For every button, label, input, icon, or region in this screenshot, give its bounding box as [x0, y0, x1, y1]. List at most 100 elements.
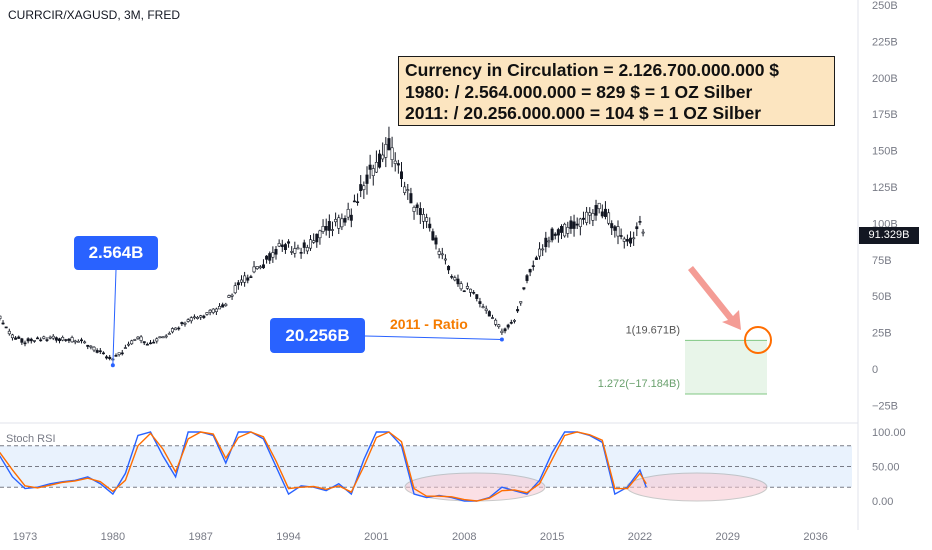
candle-body	[133, 339, 137, 341]
candle-body	[393, 160, 397, 164]
price-tick-label: 75B	[872, 255, 892, 267]
candle-body	[534, 257, 538, 260]
callout-2011-low[interactable]: 20.256B	[270, 318, 365, 353]
candle-body	[230, 294, 234, 297]
candle-body	[305, 247, 309, 252]
candle-body	[494, 319, 498, 325]
candle-body	[299, 252, 303, 254]
candle-body	[553, 233, 557, 236]
candle-body	[14, 337, 18, 340]
candle-body	[265, 255, 269, 260]
candle-body	[261, 264, 265, 269]
stoch-tick-label: 50.00	[872, 462, 900, 474]
stoch-tick-label: 0.00	[872, 496, 893, 508]
candle-body	[447, 265, 451, 271]
candle-body	[158, 336, 162, 338]
candle-body	[450, 276, 454, 278]
time-tick-label: 1987	[188, 531, 212, 543]
candle-body	[186, 319, 190, 322]
candle-body	[177, 327, 181, 330]
annotation-note: Currency in Circulation = 2.126.700.000.…	[398, 56, 835, 126]
candle-body	[290, 251, 294, 253]
stoch-d-line	[0, 431, 647, 502]
candle-body	[142, 341, 146, 344]
candle-body	[453, 277, 457, 281]
price-tick-label: 150B	[872, 146, 898, 158]
candle-body	[89, 345, 93, 348]
candle-body	[61, 337, 65, 341]
candle-body	[67, 338, 71, 341]
candle-body	[381, 154, 385, 160]
candle-body	[105, 356, 109, 359]
candle-body	[613, 226, 617, 231]
candle-body	[92, 346, 96, 351]
candle-body	[274, 248, 278, 255]
price-tick-label: 225B	[872, 36, 898, 48]
candle-body	[218, 306, 222, 310]
candle-body	[95, 350, 99, 353]
candle-body	[469, 288, 473, 293]
candle-body	[418, 208, 422, 216]
fib-level-1272-label: 1.272(−17.184B)	[598, 378, 680, 390]
candle-body	[431, 231, 435, 241]
candle-body	[214, 308, 218, 312]
price-tick-label: 25B	[872, 328, 892, 340]
candle-body	[484, 308, 488, 311]
candle-body	[638, 221, 642, 223]
stoch-tick-label: 100.00	[872, 427, 906, 439]
candle-body	[86, 344, 90, 347]
candle-body	[208, 309, 212, 313]
candle-body	[318, 230, 322, 239]
callout-1980-low[interactable]: 2.564B	[74, 236, 158, 270]
candle-body	[199, 315, 203, 318]
candle-body	[167, 333, 171, 335]
main-price-pane: 1(19.671B) 1.272(−17.184B)	[0, 126, 772, 395]
candle-body	[603, 208, 607, 217]
time-tick-label: 2029	[716, 531, 740, 543]
candle-body	[531, 265, 535, 267]
candle-body	[563, 223, 567, 237]
candle-body	[1, 322, 5, 325]
candle-body	[10, 334, 14, 339]
candle-body	[7, 330, 11, 335]
candle-body	[32, 340, 36, 342]
candle-body	[362, 185, 366, 190]
candle-body	[500, 330, 504, 333]
candle-body	[512, 320, 516, 322]
candle-body	[51, 335, 55, 339]
candle-body	[340, 218, 344, 228]
candle-body	[20, 338, 24, 343]
candle-body	[334, 219, 338, 223]
low-marker-2011	[499, 337, 504, 342]
candle-body	[83, 341, 87, 344]
candle-body	[569, 220, 573, 229]
candle-body	[365, 174, 369, 184]
candle-body	[619, 235, 623, 237]
candle-body	[632, 237, 636, 240]
candle-body	[356, 201, 360, 203]
candle-body	[403, 186, 407, 193]
candle-body	[221, 304, 225, 308]
candle-body	[412, 207, 416, 212]
target-circle-icon	[744, 326, 772, 354]
candle-body	[406, 189, 410, 191]
candle-body	[497, 324, 501, 328]
candle-body	[152, 341, 156, 344]
candle-body	[145, 343, 149, 346]
candle-body	[519, 301, 523, 304]
candle-body	[249, 276, 253, 278]
candle-body	[425, 217, 429, 222]
candle-body	[368, 164, 372, 170]
candle-body	[409, 193, 413, 204]
candle-body	[415, 204, 419, 208]
candle-body	[161, 336, 165, 339]
candle-body	[70, 337, 74, 343]
highlight-ellipse-2025	[626, 472, 768, 502]
candle-body	[384, 144, 388, 158]
candle-body	[572, 221, 576, 229]
candle-body	[509, 322, 513, 324]
candle-body	[79, 339, 83, 342]
candle-body	[39, 339, 43, 342]
candle-body	[205, 312, 209, 315]
